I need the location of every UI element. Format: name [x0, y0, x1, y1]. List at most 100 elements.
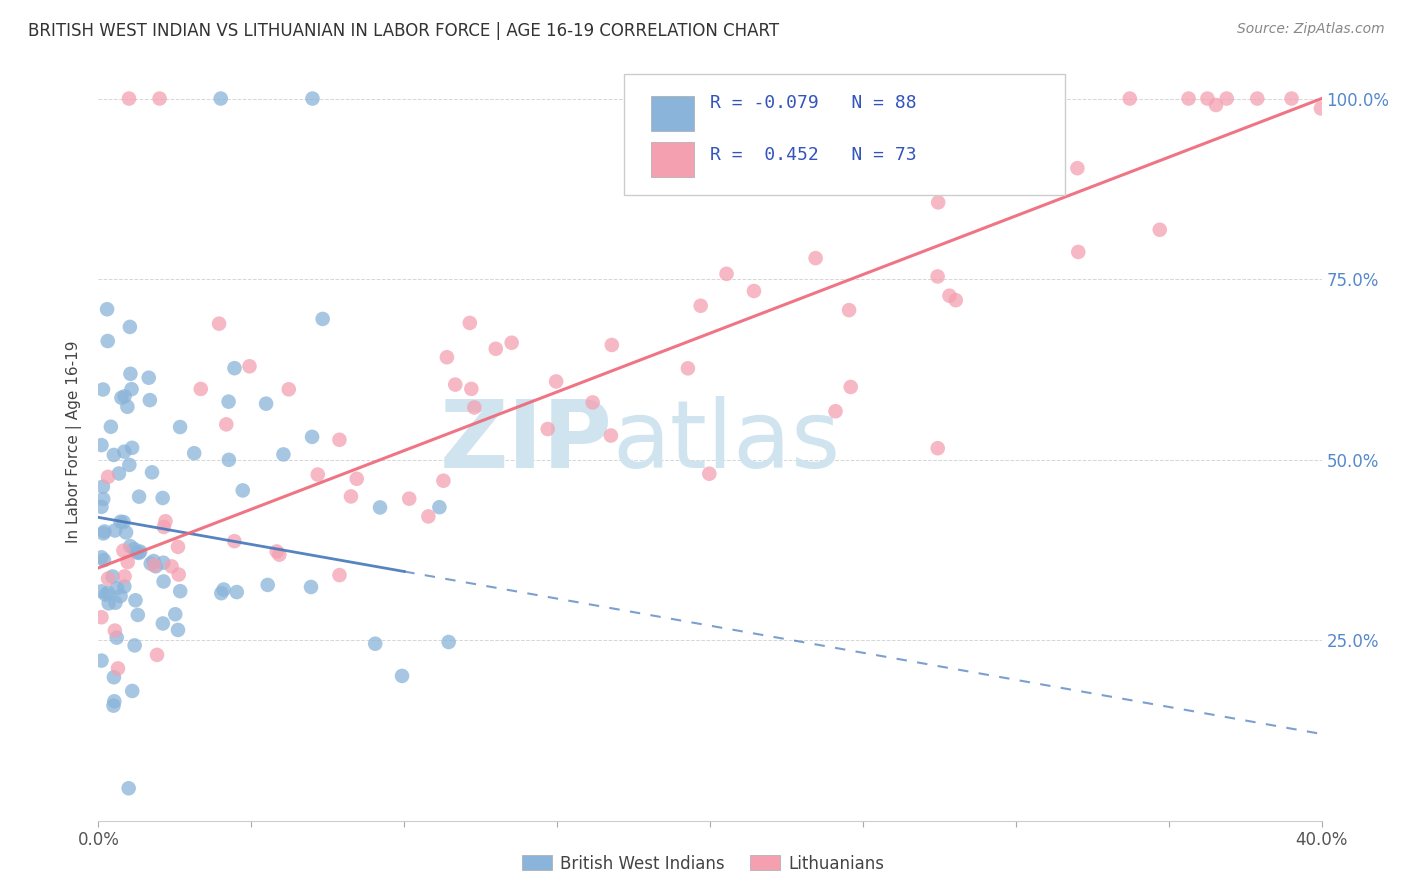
Point	[224, 534, 246, 549]
Point	[108, 467, 131, 481]
FancyBboxPatch shape	[651, 142, 695, 177]
Point	[364, 637, 387, 651]
Point	[346, 472, 368, 486]
Point	[117, 400, 139, 414]
Text: Source: ZipAtlas.com: Source: ZipAtlas.com	[1237, 22, 1385, 37]
Point	[160, 559, 183, 574]
Point	[1012, 100, 1035, 114]
Point	[444, 377, 467, 392]
Point	[501, 335, 523, 350]
Point	[152, 491, 174, 505]
Point	[328, 568, 350, 582]
Point	[152, 556, 174, 570]
Point	[93, 524, 115, 539]
Point	[183, 446, 205, 460]
Point	[93, 526, 115, 541]
Point	[212, 582, 235, 597]
Point	[742, 284, 765, 298]
Point	[824, 404, 846, 418]
Point	[418, 509, 440, 524]
Point	[368, 500, 391, 515]
Point	[97, 334, 120, 348]
Point	[460, 382, 482, 396]
Point	[256, 578, 278, 592]
Point	[169, 420, 191, 434]
Point	[128, 490, 150, 504]
Point	[169, 584, 191, 599]
Point	[100, 419, 122, 434]
Point	[121, 684, 143, 698]
Point	[90, 438, 112, 452]
Text: R =  0.452   N = 73: R = 0.452 N = 73	[710, 146, 917, 164]
Point	[103, 448, 125, 462]
Point	[114, 389, 136, 403]
Point	[107, 661, 129, 675]
Point	[311, 312, 333, 326]
Point	[110, 391, 132, 405]
Point	[149, 91, 172, 105]
Point	[945, 293, 967, 308]
Point	[152, 574, 174, 589]
Point	[118, 319, 141, 334]
Point	[582, 395, 605, 409]
Point	[299, 580, 322, 594]
Point	[90, 654, 112, 668]
Point	[912, 91, 935, 105]
Point	[1067, 244, 1090, 259]
FancyBboxPatch shape	[651, 95, 695, 130]
Point	[167, 540, 190, 554]
Point	[167, 567, 190, 582]
Point	[97, 572, 120, 586]
Point	[112, 543, 135, 558]
Point	[307, 467, 329, 482]
Point	[105, 581, 128, 595]
Point	[485, 342, 508, 356]
Point	[139, 393, 162, 408]
Point	[458, 316, 481, 330]
Point	[1066, 161, 1088, 176]
Point	[121, 382, 143, 396]
Point	[110, 515, 132, 529]
Point	[463, 401, 485, 415]
Point	[90, 500, 112, 514]
Point	[94, 588, 117, 602]
Point	[101, 569, 124, 583]
Point	[153, 520, 176, 534]
Point	[103, 698, 125, 713]
Point	[924, 170, 946, 185]
Point	[104, 596, 127, 610]
Point	[599, 428, 621, 442]
Y-axis label: In Labor Force | Age 16-19: In Labor Force | Age 16-19	[66, 340, 83, 543]
Point	[839, 380, 862, 394]
Point	[1281, 91, 1303, 105]
Point	[1246, 91, 1268, 105]
Point	[209, 586, 232, 600]
Text: BRITISH WEST INDIAN VS LITHUANIAN IN LABOR FORCE | AGE 16-19 CORRELATION CHART: BRITISH WEST INDIAN VS LITHUANIAN IN LAB…	[28, 22, 779, 40]
Point	[938, 289, 960, 303]
Point	[120, 539, 142, 553]
Point	[277, 382, 299, 396]
Point	[432, 474, 454, 488]
Point	[697, 467, 720, 481]
Point	[398, 491, 420, 506]
Point	[391, 669, 413, 683]
Point	[142, 554, 165, 568]
FancyBboxPatch shape	[624, 74, 1064, 195]
Point	[127, 607, 149, 622]
Point	[97, 585, 120, 599]
Point	[927, 195, 949, 210]
Point	[437, 635, 460, 649]
Point	[676, 361, 699, 376]
Point	[152, 616, 174, 631]
Point	[103, 694, 125, 708]
Point	[105, 631, 128, 645]
Point	[121, 441, 143, 455]
Point	[266, 544, 288, 558]
Point	[927, 269, 949, 284]
Point	[139, 557, 162, 571]
Point	[96, 302, 118, 317]
Point	[103, 670, 125, 684]
Point	[165, 607, 187, 622]
Point	[117, 555, 139, 569]
Point	[1197, 91, 1219, 105]
